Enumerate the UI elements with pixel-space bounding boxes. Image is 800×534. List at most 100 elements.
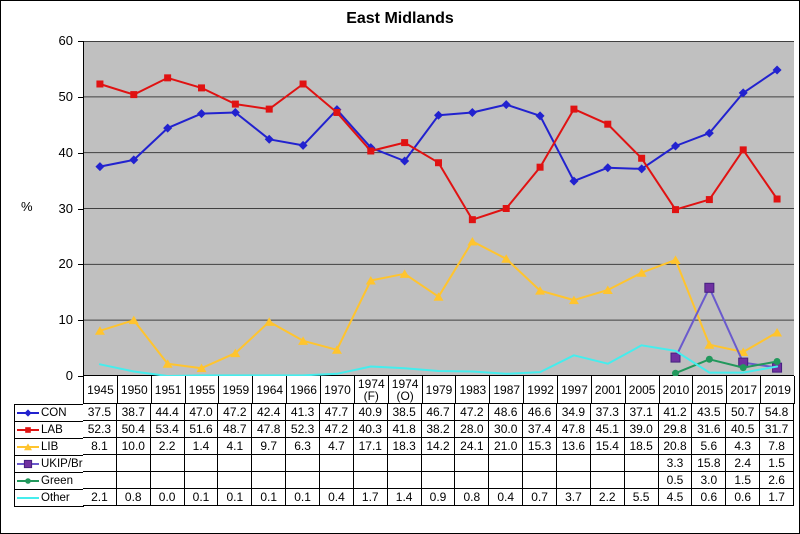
- value-cell: 52.3: [83, 421, 117, 438]
- value-cell: 38.5: [387, 404, 422, 421]
- series-other: [98, 344, 779, 377]
- data-point-marker: [603, 163, 613, 173]
- value-cell: 44.4: [150, 404, 185, 421]
- value-cell: [489, 472, 524, 489]
- data-point-marker: [96, 80, 104, 88]
- value-cell: 40.3: [353, 421, 388, 438]
- y-tick-label: 60: [58, 33, 73, 48]
- data-point-marker: [501, 100, 511, 110]
- year-cell: 1983: [456, 376, 491, 404]
- data-point-marker: [535, 286, 546, 295]
- value-cell: [455, 455, 490, 472]
- y-tick-mark: [78, 376, 83, 377]
- value-cell: [387, 472, 422, 489]
- data-point-marker: [773, 195, 781, 203]
- data-point-marker: [365, 276, 376, 285]
- value-cell: 42.4: [252, 404, 287, 421]
- data-point-marker: [672, 369, 679, 377]
- legend-marker-icon: [17, 478, 39, 484]
- data-point-marker: [196, 363, 207, 373]
- value-cell: 2.2: [150, 438, 185, 455]
- value-cell: [624, 455, 659, 472]
- data-point-marker: [197, 109, 206, 119]
- y-tick-mark: [78, 264, 83, 266]
- value-cell: 24.1: [455, 438, 490, 455]
- year-cell: 2010: [659, 376, 694, 404]
- value-cell: 0.9: [421, 489, 456, 506]
- value-cell: [320, 455, 354, 472]
- year-cell: 1945: [84, 376, 118, 404]
- value-cell: 0.1: [184, 489, 219, 506]
- legend-item-lib: LIB: [15, 439, 84, 456]
- year-cell: 2019: [761, 376, 795, 404]
- value-cell: 48.7: [218, 421, 253, 438]
- data-point-marker: [670, 352, 681, 363]
- value-cell: 1.5: [760, 455, 794, 472]
- value-cell: 54.8: [760, 404, 794, 421]
- value-cell: 0.8: [455, 489, 490, 506]
- y-tick-label: 10: [58, 312, 73, 328]
- value-cell: [116, 472, 151, 489]
- data-point-marker: [773, 357, 781, 365]
- data-point-marker: [129, 155, 139, 165]
- year-cell: 1950: [117, 376, 152, 404]
- y-tick-label: 40: [58, 144, 73, 160]
- data-point-marker: [502, 205, 510, 212]
- data-point-marker: [24, 409, 32, 417]
- data-point-marker: [772, 327, 783, 337]
- value-cell: 50.7: [726, 404, 761, 421]
- year-cell: 1955: [185, 376, 220, 404]
- data-point-marker: [23, 459, 33, 469]
- y-tick-label: 0: [65, 368, 73, 383]
- value-cell: [286, 455, 320, 472]
- legend-marker-icon: [17, 443, 39, 451]
- y-tick-mark: [78, 96, 83, 98]
- value-cell: [353, 455, 388, 472]
- data-point-marker: [602, 285, 613, 295]
- value-cell: 3.3: [658, 455, 693, 472]
- value-cell: [150, 455, 185, 472]
- value-cell: 34.9: [557, 404, 591, 421]
- data-point-marker: [704, 340, 715, 349]
- year-cell: 1974 (O): [388, 376, 423, 404]
- value-cell: 37.5: [83, 404, 117, 421]
- value-cell: [150, 472, 185, 489]
- data-point-marker: [433, 292, 444, 301]
- value-cell: 37.1: [624, 404, 659, 421]
- data-point-marker: [704, 282, 715, 293]
- year-cell: 1951: [151, 376, 186, 404]
- value-cell: 0.1: [218, 489, 253, 506]
- data-point-marker: [95, 162, 105, 172]
- value-cell: 40.9: [353, 404, 388, 421]
- data-point-marker: [230, 107, 240, 117]
- value-cell: [320, 472, 354, 489]
- value-cell: 15.8: [692, 455, 727, 472]
- data-point-marker: [467, 107, 477, 117]
- legend-label: LAB: [41, 424, 63, 436]
- value-cell: 47.2: [455, 404, 490, 421]
- value-cell: 31.6: [692, 421, 727, 438]
- value-cell: [624, 472, 659, 489]
- value-cell: [184, 455, 219, 472]
- value-cell: 28.0: [455, 421, 490, 438]
- y-tick-label: 30: [58, 200, 73, 216]
- value-cell: 3.7: [557, 489, 591, 506]
- data-point-marker: [637, 164, 647, 174]
- series-lib: [94, 236, 783, 373]
- value-cell: 41.3: [286, 404, 320, 421]
- year-cell: 2005: [625, 376, 660, 404]
- value-cell: [590, 455, 625, 472]
- value-cell: 8.1: [83, 438, 117, 455]
- value-cell: 1.7: [760, 489, 794, 506]
- year-cell: 2001: [591, 376, 626, 404]
- value-cell: 30.0: [489, 421, 524, 438]
- value-cell: [83, 472, 117, 489]
- data-table-grid: 37.5 38.7 44.4 47.0 47.2 42.4 41.3 47.7 40.9 38.5…: [83, 404, 794, 506]
- value-cell: 0.7: [523, 489, 557, 506]
- value-cell: [83, 455, 117, 472]
- legend-marker-icon: [17, 497, 39, 499]
- value-cell: 13.6: [557, 438, 591, 455]
- value-cell: 17.1: [353, 438, 388, 455]
- value-cell: [218, 472, 253, 489]
- value-cell: 0.1: [252, 489, 287, 506]
